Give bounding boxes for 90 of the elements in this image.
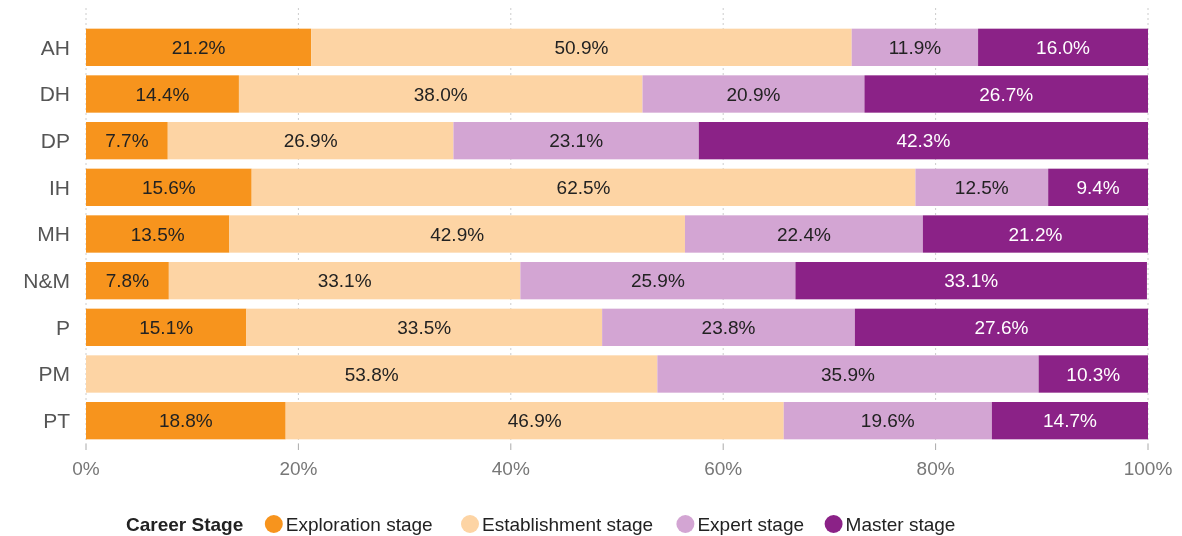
bar [1048, 168, 1148, 206]
data-label: 15.6% [141, 176, 196, 198]
data-label: 21.2% [1008, 223, 1063, 245]
x-tick-label: 80% [916, 458, 955, 479]
data-label: 33.1% [317, 270, 372, 292]
bar [684, 215, 923, 253]
y-tick-label: PM [38, 362, 70, 386]
y-tick-label: N&M [23, 269, 70, 293]
data-label: 10.3% [1066, 363, 1121, 385]
data-label: 25.9% [630, 270, 685, 292]
y-tick-label: MH [37, 222, 70, 246]
y-tick-label: DH [39, 82, 70, 106]
bar [642, 75, 865, 113]
bar [86, 402, 286, 440]
legend-label: Master stage [845, 513, 956, 535]
bar [168, 262, 521, 300]
bar [86, 28, 312, 66]
data-label: 42.9% [430, 223, 485, 245]
data-label: 38.0% [413, 83, 468, 105]
data-label: 62.5% [556, 176, 611, 198]
bar [657, 355, 1039, 393]
bar [978, 28, 1148, 66]
bar [229, 215, 685, 253]
data-label: 22.4% [776, 223, 831, 245]
data-label: 26.7% [979, 83, 1034, 105]
data-label: 11.9% [888, 36, 942, 58]
bar [86, 308, 247, 346]
data-label: 9.4% [1076, 176, 1120, 198]
bar [1038, 355, 1148, 393]
data-label: 33.5% [397, 316, 452, 338]
data-label: 53.8% [344, 363, 399, 385]
data-label: 21.2% [171, 36, 226, 58]
bar [86, 168, 252, 206]
bar [991, 402, 1148, 440]
x-tick-label: 40% [491, 458, 530, 479]
data-label: 18.8% [158, 410, 213, 432]
x-tick-label: 0% [72, 458, 100, 479]
data-label: 42.3% [896, 130, 951, 152]
bar [854, 308, 1148, 346]
bar [86, 75, 239, 113]
bar [915, 168, 1049, 206]
data-label: 20.9% [726, 83, 781, 105]
bar [698, 122, 1148, 160]
data-label: 19.6% [860, 410, 915, 432]
bar [795, 262, 1147, 300]
bar [285, 402, 784, 440]
data-label: 14.4% [135, 83, 190, 105]
y-tick-label: DP [40, 129, 70, 153]
legend-label: Exploration stage [285, 513, 433, 535]
bar [246, 308, 603, 346]
legend-label: Establishment stage [482, 513, 654, 535]
data-label: 12.5% [954, 176, 1009, 198]
bar [922, 215, 1148, 253]
bar [86, 262, 169, 300]
data-label: 7.7% [105, 130, 149, 152]
data-label: 23.8% [701, 316, 756, 338]
data-label: 35.9% [821, 363, 876, 385]
data-label: 13.5% [130, 223, 185, 245]
bar [602, 308, 855, 346]
data-label: 23.1% [549, 130, 604, 152]
y-tick-label: PT [43, 409, 71, 433]
bar [311, 28, 852, 66]
bar [86, 122, 168, 160]
data-label: 46.9% [507, 410, 562, 432]
bar [520, 262, 796, 300]
bar [86, 215, 230, 253]
legend-title: Career Stage [126, 513, 244, 535]
legend-label: Expert stage [697, 513, 805, 535]
bar [453, 122, 699, 160]
data-label: 50.9% [554, 36, 609, 58]
data-label: 33.1% [944, 270, 999, 292]
y-tick-label: P [55, 315, 70, 339]
data-label: 15.1% [139, 316, 194, 338]
x-tick-label: 20% [279, 458, 318, 479]
data-label: 7.8% [105, 270, 150, 292]
bar [238, 75, 643, 113]
data-label: 14.7% [1043, 410, 1097, 432]
bar [167, 122, 454, 160]
data-label: 27.6% [974, 316, 1029, 338]
bar [851, 28, 979, 66]
data-label: 16.0% [1036, 36, 1091, 58]
bar [783, 402, 992, 440]
bar [864, 75, 1148, 113]
y-tick-label: AH [40, 35, 70, 59]
x-tick-label: 60% [704, 458, 743, 479]
bar [251, 168, 916, 206]
data-label: 26.9% [283, 130, 338, 152]
bar [86, 355, 658, 393]
x-tick-label: 100% [1123, 458, 1173, 479]
y-tick-label: IH [49, 175, 70, 199]
